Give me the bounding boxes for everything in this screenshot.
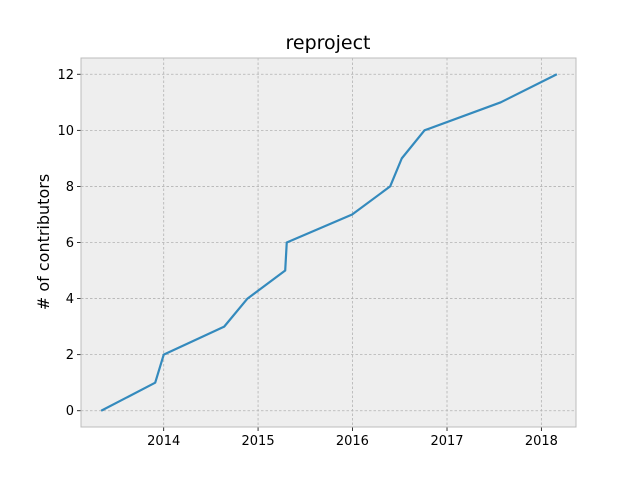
y-tick-label: 8	[66, 180, 74, 195]
plot-frame	[80, 57, 577, 428]
axes: 2014 2015 2016 2017 2018 0 2 4 6 8 10 12	[57, 57, 577, 449]
x-tick-label: 2014	[147, 434, 180, 449]
x-tick-label: 2015	[242, 434, 275, 449]
y-tick-label: 0	[66, 404, 74, 419]
series-group	[100, 73, 558, 412]
x-tick-label: 2016	[336, 434, 369, 449]
grid-lines	[81, 58, 576, 427]
y-tick-label: 2	[66, 348, 74, 363]
y-tick-label: 12	[57, 68, 74, 83]
y-tick-label: 10	[57, 124, 74, 139]
y-tick-label: 6	[66, 236, 74, 251]
x-tick-label: 2018	[525, 434, 558, 449]
y-axis-label: # of contributors	[34, 174, 53, 310]
chart-title: reproject	[285, 32, 370, 54]
series-line	[100, 73, 558, 412]
y-tick-label: 4	[66, 292, 74, 307]
x-tick-label: 2017	[430, 434, 463, 449]
